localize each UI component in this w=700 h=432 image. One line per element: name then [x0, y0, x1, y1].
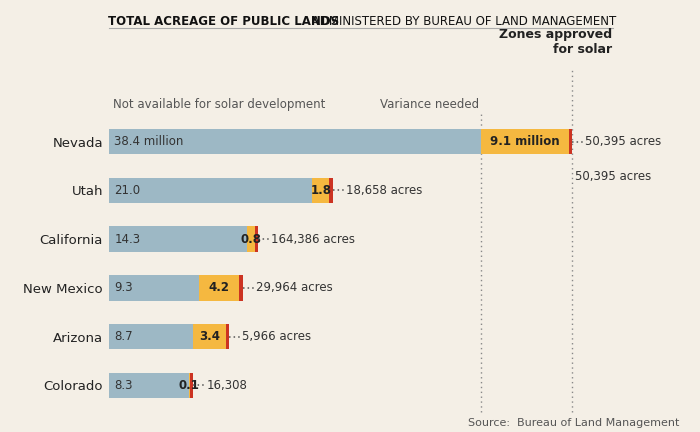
- Bar: [247, 226, 255, 252]
- Bar: [193, 324, 226, 349]
- Text: 16,308: 16,308: [206, 379, 247, 392]
- Text: ADMINISTERED BY BUREAU OF LAND MANAGEMENT: ADMINISTERED BY BUREAU OF LAND MANAGEMEN…: [308, 15, 616, 28]
- Text: 0.1: 0.1: [179, 379, 200, 392]
- Bar: [108, 324, 192, 349]
- Text: 14.3: 14.3: [114, 233, 141, 246]
- Text: 9.3: 9.3: [114, 281, 133, 294]
- Bar: [199, 275, 239, 301]
- Text: 18,658 acres: 18,658 acres: [346, 184, 422, 197]
- Bar: [108, 373, 189, 398]
- Text: 5,966 acres: 5,966 acres: [242, 330, 312, 343]
- Bar: [226, 324, 229, 349]
- Bar: [330, 178, 333, 203]
- Text: 8.7: 8.7: [114, 330, 133, 343]
- Text: Source:  Bureau of Land Management: Source: Bureau of Land Management: [468, 418, 679, 428]
- Text: 8.3: 8.3: [114, 379, 133, 392]
- Text: 4.2: 4.2: [209, 281, 230, 294]
- Bar: [108, 129, 481, 154]
- Bar: [239, 275, 243, 301]
- Text: Zones approved
for solar: Zones approved for solar: [499, 28, 612, 56]
- Bar: [312, 178, 330, 203]
- Text: 21.0: 21.0: [114, 184, 141, 197]
- Text: TOTAL ACREAGE OF PUBLIC LANDS: TOTAL ACREAGE OF PUBLIC LANDS: [108, 15, 340, 28]
- Bar: [255, 226, 258, 252]
- Bar: [190, 373, 193, 398]
- Text: Variance needed: Variance needed: [379, 98, 479, 111]
- Text: 38.4 million: 38.4 million: [114, 135, 183, 148]
- Bar: [108, 178, 312, 203]
- Bar: [108, 226, 247, 252]
- Bar: [481, 129, 569, 154]
- Text: 0.8: 0.8: [241, 233, 262, 246]
- Text: 3.4: 3.4: [199, 330, 220, 343]
- Text: 1.8: 1.8: [310, 184, 331, 197]
- Bar: [189, 373, 190, 398]
- Bar: [108, 275, 199, 301]
- Text: 9.1 million: 9.1 million: [490, 135, 559, 148]
- Text: Not available for solar development: Not available for solar development: [113, 98, 326, 111]
- Text: 164,386 acres: 164,386 acres: [272, 233, 356, 246]
- Bar: [569, 129, 573, 154]
- Text: 50,395 acres: 50,395 acres: [585, 135, 661, 148]
- Text: 50,395 acres: 50,395 acres: [575, 170, 652, 183]
- Text: 29,964 acres: 29,964 acres: [256, 281, 332, 294]
